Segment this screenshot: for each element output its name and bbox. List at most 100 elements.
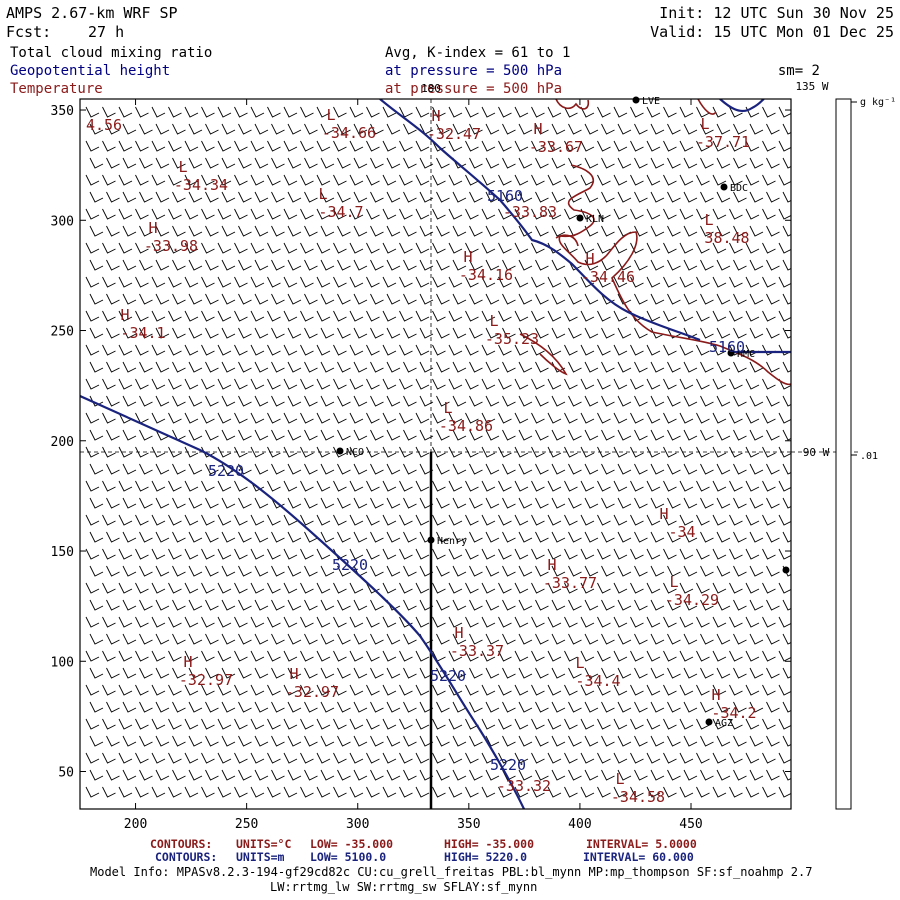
footer-high: HIGH= -35.000: [444, 837, 534, 851]
temp-hl-marker: L: [575, 654, 584, 672]
height-contour-5220: [80, 394, 525, 809]
y-tick-label: 300: [51, 214, 74, 229]
height-contour-5160: [379, 99, 701, 342]
temp-hl-marker: L: [615, 770, 624, 788]
station-dot: [782, 566, 790, 574]
height-contour-label: 5220: [332, 556, 368, 574]
temp-value-label: -34.4: [575, 672, 620, 690]
footer-low: LOW= 5100.0: [310, 850, 386, 864]
temp-value-label: -32.97: [285, 683, 339, 701]
temp-value-label: -34.34: [174, 176, 228, 194]
temp-hl-marker: H: [533, 120, 542, 138]
station-label: BDC: [730, 183, 748, 194]
height-contour-label: 5220: [208, 462, 244, 480]
temp-value-label: -34.2: [711, 704, 756, 722]
footer-interval: INTERVAL= 5.0000: [586, 837, 697, 851]
height-contour-label: 5220: [430, 667, 466, 685]
temp-value-label: -34.46: [581, 268, 635, 286]
temp-hl-marker: H: [289, 665, 298, 683]
temp-value-label: -33.37: [450, 642, 504, 660]
temp-hl-marker: H: [431, 107, 440, 125]
lon-label-90w: 90 W: [803, 446, 830, 459]
temp-value-label: -34.86: [439, 417, 493, 435]
colorbar: [835, 98, 852, 810]
colorbar-unit: g kg⁻¹: [860, 97, 896, 108]
valid-time: Valid: 15 UTC Mon 01 Dec 25: [650, 23, 894, 41]
temp-hl-marker: L: [700, 115, 709, 133]
footer-low: LOW= -35.000: [310, 837, 393, 851]
temp-hl-marker: H: [711, 686, 720, 704]
height-contour-5160: [719, 99, 765, 113]
temp-value-label: 4.56: [86, 116, 122, 134]
temp-contour: [555, 99, 590, 110]
model-info-1: Model Info: MPASv8.2.3-194-gf29cd82c CU:…: [90, 865, 812, 879]
temperature-contours: [519, 99, 791, 386]
temp-hl-marker: H: [585, 250, 594, 268]
temp-value-label: -34.58: [611, 788, 665, 806]
temp-value-label: -33.83: [503, 203, 557, 221]
temp-hl-marker: L: [326, 106, 335, 124]
y-tick-label: 250: [51, 325, 74, 340]
field-cloud-mixing: Total cloud mixing ratio: [10, 45, 212, 61]
temperature-labels: 4.56L-34.66H-32.47 H-33.67L-37.71L-34.34 L…: [86, 106, 757, 806]
smoothing-label: sm= 2: [778, 63, 820, 79]
lon-label-135w: 135 W: [795, 80, 828, 93]
plot-frame: [79, 98, 792, 810]
temp-hl-marker: L: [318, 185, 327, 203]
x-tick-label: 200: [124, 817, 147, 832]
temp-value-label: -34.7: [318, 203, 363, 221]
temp-value-label: -34.1: [120, 324, 165, 342]
y-tick-label: 100: [51, 655, 74, 670]
y-axis: 350 300 250 200 150 100 50: [51, 104, 791, 781]
temp-contour: [558, 164, 607, 266]
station-label: KLN: [586, 214, 604, 225]
footer-interval: INTERVAL= 60.000: [583, 850, 694, 864]
field-temperature: Temperature: [10, 81, 103, 97]
init-time: Init: 12 UTC Sun 30 Nov 25: [659, 4, 894, 22]
x-tick-label: 400: [568, 817, 591, 832]
temp-value-label: -34.29: [665, 591, 719, 609]
temp-value-label: -37.71: [696, 133, 750, 151]
y-tick-label: 150: [51, 545, 74, 560]
station-label: LVE: [642, 96, 660, 107]
temp-contour: [697, 99, 717, 115]
temp-hl-marker: L: [443, 399, 452, 417]
geopotential-contours: [80, 99, 791, 809]
footer-temp-contours: CONTOURS: UNITS=°C LOW= -35.000 HIGH= -3…: [150, 837, 697, 851]
station-label: Henry: [437, 536, 467, 547]
station-markers: LVE BDC KLN HMC NCO Henry AGZ: [336, 96, 790, 729]
temp-contour: [519, 333, 568, 376]
temp-value-label: -32.97: [179, 671, 233, 689]
station-dot: [632, 96, 640, 104]
temp-hl-marker: H: [547, 556, 556, 574]
x-axis: 200 250 300 350 400 450: [124, 99, 703, 832]
station-dot: [576, 214, 584, 222]
temp-value-label: -32.47: [427, 125, 481, 143]
footer-height-contours: CONTOURS: UNITS=m LOW= 5100.0 HIGH= 5220…: [155, 850, 694, 864]
forecast-hours: 27 h: [88, 23, 124, 41]
station-dot: [727, 349, 735, 357]
height-labels: 5160 5160 5220 5220 5220 5220: [208, 187, 745, 774]
forecast-label: Fcst:: [6, 23, 51, 41]
x-tick-label: 450: [679, 817, 702, 832]
y-tick-label: 350: [51, 104, 74, 119]
lon-label-180: 180: [421, 82, 441, 95]
pressure-level-height: at pressure = 500 hPa: [385, 63, 562, 79]
temp-value-label: -33.77: [543, 574, 597, 592]
height-contour-label: 5160: [487, 187, 523, 205]
model-title: AMPS 2.67-km WRF SP: [6, 4, 178, 22]
temp-hl-marker: H: [183, 653, 192, 671]
temp-contour: [605, 231, 791, 386]
footer-contours-label: CONTOURS:: [150, 837, 212, 851]
k-index-range: Avg, K-index = 61 to 1: [385, 45, 570, 61]
model-info-2: LW:rrtmg_lw SW:rrtmg_sw SFLAY:sf_mynn: [270, 880, 537, 894]
wind-barb-field: [85, 106, 791, 798]
y-tick-label: 50: [58, 766, 74, 781]
temp-value-label: 38.48: [704, 229, 749, 247]
temp-value-label: -34.16: [459, 266, 513, 284]
x-tick-label: 250: [235, 817, 258, 832]
colorbar-tick-label: .01: [860, 451, 878, 462]
footer-contours-label: CONTOURS:: [155, 850, 217, 864]
footer-units: UNITS=m: [236, 850, 285, 864]
